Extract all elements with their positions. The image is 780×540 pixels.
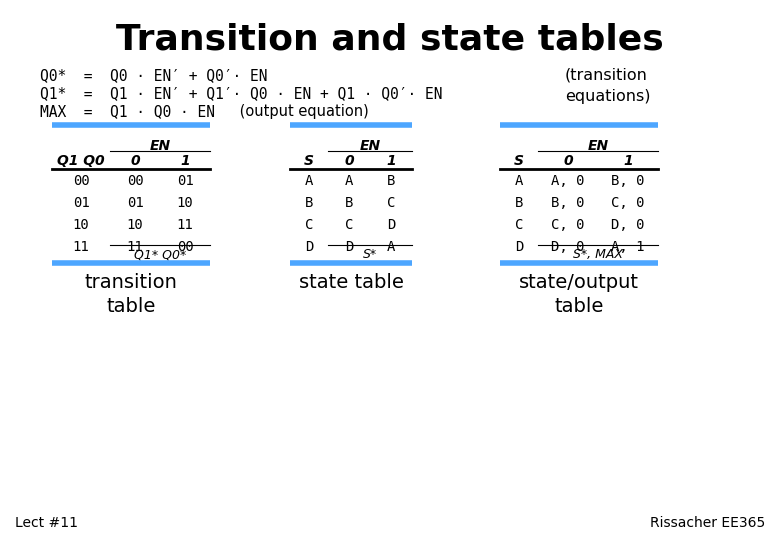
Text: C: C — [387, 196, 395, 210]
Text: 0: 0 — [563, 154, 573, 168]
Text: Rissacher EE365: Rissacher EE365 — [650, 516, 765, 530]
Text: D, 0: D, 0 — [612, 218, 645, 232]
Text: B, 0: B, 0 — [551, 196, 585, 210]
Text: 11: 11 — [73, 240, 90, 254]
Text: D: D — [345, 240, 353, 254]
Text: transition
table: transition table — [84, 273, 177, 315]
Text: (transition
equations): (transition equations) — [565, 68, 651, 104]
Text: Q0*  =  Q0 · EN′ + Q0′· EN: Q0* = Q0 · EN′ + Q0′· EN — [40, 68, 268, 83]
Text: D, 0: D, 0 — [551, 240, 585, 254]
Text: D: D — [515, 240, 523, 254]
Text: C: C — [515, 218, 523, 232]
Text: C: C — [345, 218, 353, 232]
Text: EN: EN — [587, 139, 608, 153]
Text: state/output
table: state/output table — [519, 273, 639, 315]
Text: Lect #11: Lect #11 — [15, 516, 78, 530]
Text: S: S — [304, 154, 314, 168]
Text: 00: 00 — [176, 240, 193, 254]
Text: MAX  =  Q1 · Q0 · EN: MAX = Q1 · Q0 · EN — [40, 104, 215, 119]
Text: 11: 11 — [176, 218, 193, 232]
Text: Q1*  =  Q1 · EN′ + Q1′· Q0 · EN + Q1 · Q0′· EN: Q1* = Q1 · EN′ + Q1′· Q0 · EN + Q1 · Q0′… — [40, 86, 442, 101]
Text: B, 0: B, 0 — [612, 174, 645, 188]
Text: C, 0: C, 0 — [551, 218, 585, 232]
Text: A: A — [515, 174, 523, 188]
Text: 10: 10 — [176, 196, 193, 210]
Text: S*, MAX: S*, MAX — [573, 248, 623, 261]
Text: D: D — [387, 218, 395, 232]
Text: 00: 00 — [126, 174, 144, 188]
Text: S: S — [514, 154, 524, 168]
Text: 01: 01 — [126, 196, 144, 210]
Text: A, 1: A, 1 — [612, 240, 645, 254]
Text: 01: 01 — [73, 196, 90, 210]
Text: C, 0: C, 0 — [612, 196, 645, 210]
Text: 0: 0 — [344, 154, 354, 168]
Text: C: C — [305, 218, 314, 232]
Text: 1: 1 — [386, 154, 395, 168]
Text: EN: EN — [360, 139, 381, 153]
Text: B: B — [345, 196, 353, 210]
Text: Q1 Q0: Q1 Q0 — [57, 154, 105, 168]
Text: 10: 10 — [73, 218, 90, 232]
Text: 10: 10 — [126, 218, 144, 232]
Text: state table: state table — [299, 273, 403, 292]
Text: B: B — [515, 196, 523, 210]
Text: B: B — [305, 196, 314, 210]
Text: 0: 0 — [130, 154, 140, 168]
Text: 11: 11 — [126, 240, 144, 254]
Text: A, 0: A, 0 — [551, 174, 585, 188]
Text: A: A — [345, 174, 353, 188]
Text: D: D — [305, 240, 314, 254]
Text: Q1* Q0*: Q1* Q0* — [134, 248, 186, 261]
Text: 01: 01 — [176, 174, 193, 188]
Text: B: B — [387, 174, 395, 188]
Text: A: A — [305, 174, 314, 188]
Text: 00: 00 — [73, 174, 90, 188]
Text: S*: S* — [363, 248, 377, 261]
Text: (output equation): (output equation) — [235, 104, 369, 119]
Text: 1: 1 — [623, 154, 633, 168]
Text: EN: EN — [150, 139, 171, 153]
Text: Transition and state tables: Transition and state tables — [116, 22, 664, 56]
Text: A: A — [387, 240, 395, 254]
Text: 1: 1 — [180, 154, 190, 168]
